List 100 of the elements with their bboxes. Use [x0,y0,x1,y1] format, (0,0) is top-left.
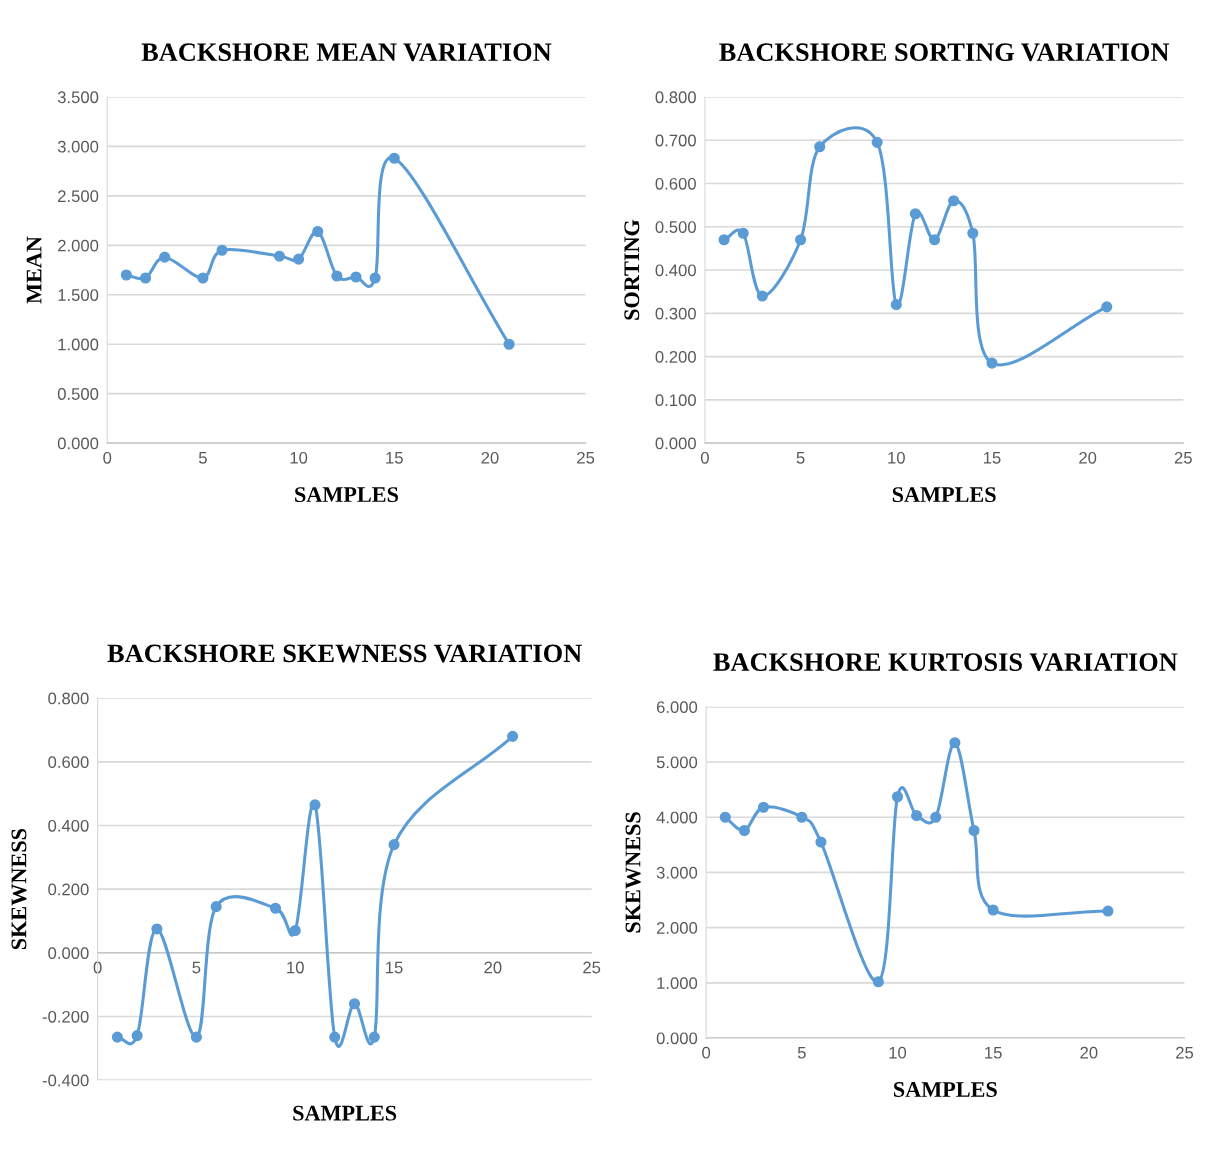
x-tick-label: 0 [103,451,112,464]
y-tick-label: 0.000 [655,437,696,450]
y-tick-label: 1.500 [58,289,99,301]
x-tick-label: 15 [983,452,1001,464]
point [872,976,884,988]
point [930,811,942,823]
point [369,272,381,284]
point [388,839,400,851]
point [891,791,904,803]
x-tick-label: 25 [583,961,601,974]
y-tick-label: 0.800 [655,91,696,104]
point [350,271,362,283]
y-tick-label: 0.800 [48,692,89,705]
y-tick-label: -0.400 [42,1074,89,1087]
point [719,811,731,823]
point [928,234,941,246]
point [948,195,960,207]
x-axis-title: SAMPLES [892,487,996,503]
point [890,299,902,311]
x-tick-label: 0 [702,1046,711,1059]
y-tick-label: 6.000 [656,701,698,714]
x-tick-label: 20 [1080,1046,1098,1059]
y-tick-label: 2.000 [656,922,698,934]
x-axis-title: SAMPLES [894,1082,997,1097]
point [151,923,163,935]
point [871,136,883,148]
y-tick-label: 2.500 [58,190,99,203]
chart-title: BACKSHORE KURTOSIS VARIATION [713,653,1178,672]
point [909,208,921,220]
y-tick-label: 1.000 [58,338,99,351]
y-axis-title: SKEWNESS [11,828,27,950]
y-tick-label: 4.000 [656,811,698,824]
x-tick-label: 0 [93,961,102,974]
y-tick-label: 0.600 [655,177,696,190]
y-tick-label: 0.400 [48,819,89,832]
y-tick-label: 0.200 [48,883,89,896]
point [293,253,305,265]
point [757,801,770,813]
y-tick-label: 0.600 [48,756,89,769]
point [795,234,807,246]
y-tick-label: 1.000 [657,977,698,990]
x-tick-label: 10 [287,961,304,974]
point [949,737,961,749]
point [503,338,515,350]
y-tick-label: 0.300 [655,307,696,320]
x-tick-label: 20 [1079,451,1097,464]
point [159,251,171,263]
point [190,1031,202,1043]
x-tick-label: 25 [577,451,595,464]
x-tick-label: 25 [1174,451,1192,464]
point [368,1031,380,1043]
point [987,904,999,916]
chart-title: BACKSHORE SORTING VARIATION [719,43,1170,62]
y-tick-label: 2.000 [58,239,99,252]
point [756,290,768,302]
point [967,227,979,239]
point [269,902,282,914]
point [1101,301,1113,313]
x-tick-label: 10 [290,451,308,464]
x-tick-label: 0 [700,451,709,464]
x-axis-title: SAMPLES [293,1105,397,1121]
point [1102,905,1114,917]
x-tick-label: 15 [386,961,403,974]
y-axis-title: SKEWNESS [625,812,641,933]
point [815,836,827,848]
x-tick-label: 25 [1176,1046,1194,1059]
point [718,234,730,246]
point [210,901,222,913]
point [348,998,361,1010]
chart-title: BACKSHORE MEAN VARIATION [141,43,552,62]
y-tick-label: 3.000 [656,866,698,879]
x-tick-label: 5 [796,452,805,464]
y-tick-label: 0.200 [655,350,696,363]
point [273,250,286,262]
y-tick-label: 0.500 [655,221,696,233]
y-tick-label: 0.000 [48,947,89,960]
point [289,924,301,937]
x-tick-label: 15 [985,1046,1002,1059]
point [216,244,228,256]
point [331,270,343,282]
y-tick-label: 3.500 [57,91,99,104]
y-axis-title: MEAN [26,236,42,304]
point [986,357,998,369]
y-axis-title: SORTING [624,219,640,320]
point [507,730,519,742]
point [796,811,808,823]
y-tick-label: 5.000 [656,756,698,769]
point [814,141,826,153]
x-tick-label: 20 [481,451,499,464]
point [197,272,209,284]
point [312,225,324,238]
y-tick-label: 0.400 [655,264,696,277]
point [120,269,132,281]
x-tick-label: 10 [889,1046,907,1059]
point [388,152,400,164]
y-tick-label: 0.000 [656,1032,698,1045]
point [131,1030,143,1042]
y-tick-label: 0.000 [57,437,99,450]
point [111,1031,123,1043]
x-tick-label: 15 [386,452,403,464]
